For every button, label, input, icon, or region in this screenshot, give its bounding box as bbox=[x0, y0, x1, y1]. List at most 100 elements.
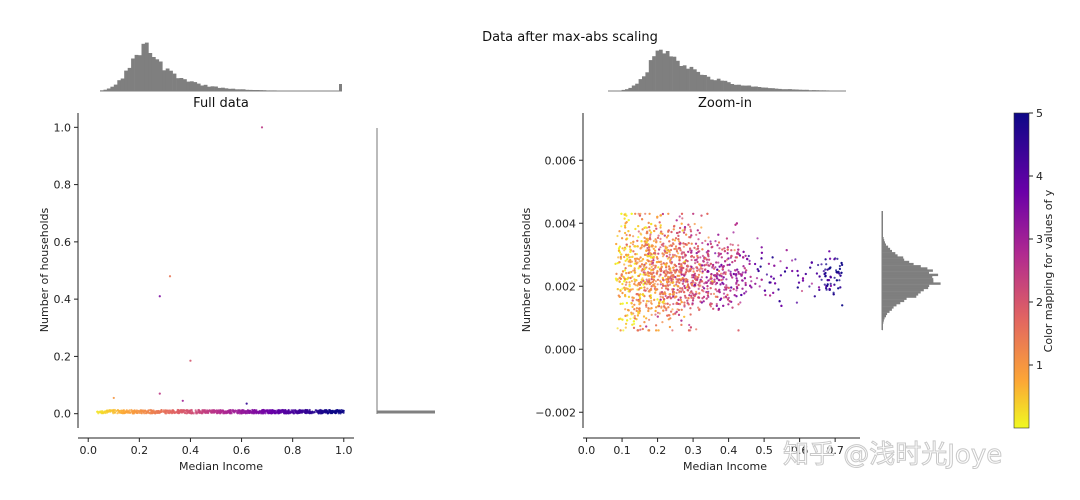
zoom-in-point bbox=[769, 294, 772, 297]
zoom-in-point bbox=[835, 271, 838, 274]
zoom-in-point bbox=[654, 280, 658, 283]
zoom-in-point bbox=[703, 264, 706, 267]
zoom-in-point bbox=[650, 256, 653, 259]
zoom-in-point bbox=[763, 289, 767, 292]
full-data-point bbox=[112, 412, 115, 415]
zoom-in-point bbox=[661, 255, 665, 258]
zoom-in-point bbox=[675, 250, 679, 253]
histogram-bar bbox=[882, 249, 892, 253]
full-data-outlier-point bbox=[189, 359, 192, 362]
full-data-point bbox=[203, 409, 206, 412]
histogram-bar bbox=[788, 89, 792, 91]
zoom-in-point bbox=[626, 319, 629, 322]
zoom-in-point bbox=[655, 272, 658, 275]
colorbar-tick-label: 2 bbox=[1036, 296, 1043, 309]
zoom-in-point bbox=[661, 321, 664, 324]
zoom-in-xtick-label: 0.4 bbox=[720, 444, 738, 457]
full-data-point bbox=[204, 411, 207, 414]
zoom-in-point bbox=[689, 230, 693, 233]
histogram-bar bbox=[676, 60, 680, 91]
zoom-in-point bbox=[670, 262, 673, 265]
full-data-point bbox=[164, 411, 167, 414]
full-data-point bbox=[281, 409, 284, 412]
zoom-in-point bbox=[643, 289, 646, 292]
zoom-in-point bbox=[839, 286, 842, 289]
zoom-in-point bbox=[680, 323, 683, 326]
zoom-in-point bbox=[669, 297, 673, 300]
full-data-point bbox=[295, 409, 298, 412]
full-data-point bbox=[326, 411, 329, 414]
histogram-bar bbox=[689, 66, 694, 91]
zoom-in-point bbox=[643, 263, 646, 266]
zoom-in-xtick-label: 0.7 bbox=[826, 444, 844, 457]
full-data-point bbox=[318, 409, 321, 412]
full-data-point bbox=[177, 409, 180, 412]
full-data-point bbox=[133, 409, 136, 412]
zoom-in-point bbox=[650, 272, 653, 275]
zoom-in-point bbox=[697, 238, 700, 241]
histogram-bar bbox=[196, 83, 201, 91]
zoom-in-point bbox=[678, 256, 682, 259]
zoom-in-point bbox=[644, 244, 647, 247]
zoom-in-point bbox=[646, 246, 649, 250]
zoom-in-point bbox=[687, 329, 691, 332]
full-data-point bbox=[268, 411, 271, 415]
zoom-in-point bbox=[678, 290, 681, 293]
zoom-in-point bbox=[677, 240, 681, 243]
full-data-point bbox=[97, 412, 100, 415]
zoom-in-point bbox=[635, 257, 639, 260]
full-data-point bbox=[219, 409, 223, 412]
zoom-in-xtick-label: 0.6 bbox=[791, 444, 809, 457]
zoom-in-point bbox=[683, 226, 687, 229]
zoom-in-point bbox=[631, 305, 634, 308]
zoom-in-point bbox=[649, 282, 652, 285]
zoom-in-point bbox=[650, 260, 653, 263]
zoom-in-point bbox=[729, 270, 732, 273]
zoom-in-point bbox=[650, 222, 653, 226]
histogram-bar bbox=[203, 84, 208, 91]
zoom-in-point bbox=[625, 243, 628, 246]
zoom-in-point bbox=[669, 281, 673, 284]
zoom-in-point bbox=[645, 300, 649, 303]
histogram-bar bbox=[882, 280, 934, 283]
histogram-bar bbox=[645, 72, 650, 91]
histogram-bar bbox=[882, 319, 884, 322]
zoom-in-point bbox=[695, 266, 699, 269]
zoom-in-point bbox=[636, 293, 639, 296]
zoom-in-point bbox=[697, 306, 700, 309]
zoom-in-point bbox=[702, 295, 706, 298]
zoom-in-point bbox=[627, 276, 630, 279]
zoom-in-point bbox=[707, 253, 710, 256]
histogram-bar bbox=[761, 87, 765, 91]
zoom-in-point bbox=[810, 282, 814, 285]
zoom-in-point bbox=[754, 262, 757, 266]
zoom-in-point bbox=[709, 262, 713, 265]
full-data-point bbox=[278, 409, 281, 413]
zoom-in-point bbox=[668, 268, 671, 271]
zoom-in-point bbox=[717, 290, 721, 293]
histogram-bar bbox=[659, 49, 663, 91]
zoom-in-point bbox=[689, 236, 692, 239]
zoom-in-point bbox=[700, 226, 703, 229]
zoom-in-point bbox=[698, 292, 701, 295]
zoom-in-point bbox=[623, 269, 627, 272]
zoom-in-point bbox=[672, 274, 675, 277]
zoom-in-ylabel: Number of households bbox=[520, 208, 533, 333]
zoom-in-point bbox=[699, 270, 702, 273]
zoom-in-point bbox=[779, 274, 783, 277]
histogram-bar bbox=[642, 76, 646, 91]
full-data-point bbox=[125, 410, 128, 413]
zoom-in-point bbox=[655, 227, 658, 230]
zoom-in-point bbox=[770, 275, 773, 278]
zoom-in-point bbox=[661, 283, 664, 286]
zoom-in-point bbox=[629, 256, 632, 259]
zoom-in-point bbox=[678, 303, 682, 306]
zoom-in-point bbox=[650, 278, 653, 281]
zoom-in-point bbox=[668, 256, 671, 259]
zoom-in-point bbox=[660, 291, 664, 294]
full-data-points bbox=[96, 126, 345, 415]
zoom-in-point bbox=[748, 262, 751, 265]
histogram-bar bbox=[882, 288, 924, 292]
histogram-bar bbox=[882, 297, 907, 300]
full-data-point bbox=[272, 409, 275, 412]
